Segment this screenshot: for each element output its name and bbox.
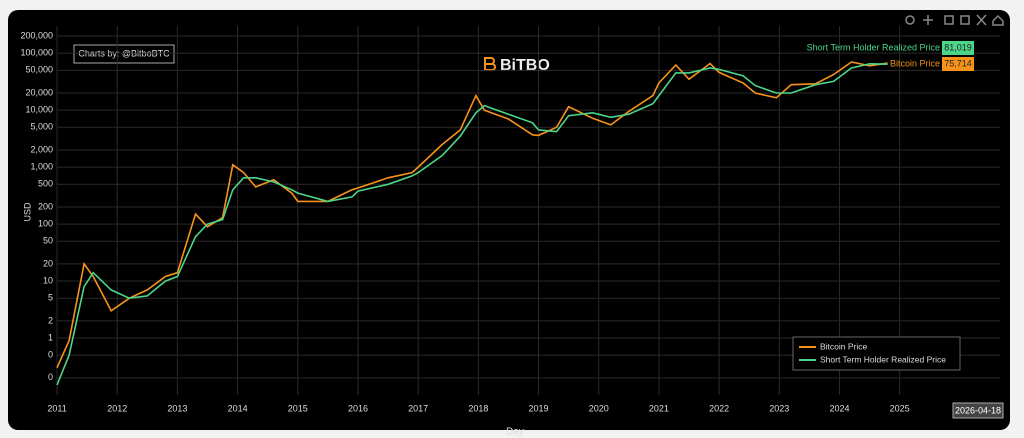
chart-panel [8,10,1010,430]
end-series-name: Bitcoin Price [890,58,940,68]
hover-date: 2026-04-18 [955,405,1001,415]
legend-label: Bitcoin Price [820,341,868,351]
series-line [56,62,888,386]
toolbar [905,14,1004,26]
x-tick-label: 2023 [769,403,789,413]
logo: BiTBO [500,57,550,74]
x-tick-label: 2017 [408,403,428,413]
y-tick-label: 5,000 [30,122,53,132]
x-tick-label: 2016 [348,403,368,413]
y-tick-label: 10,000 [25,105,53,115]
y-tick-label: 0 [48,350,53,360]
y-tick-label: 100 [38,218,53,228]
hover-date-box [952,402,1004,419]
y-tick-label: 20 [43,258,53,268]
legend-label: Short Term Holder Realized Price [820,354,946,364]
y-tick-label: 50,000 [25,65,53,75]
y-tick-label: 5 [48,293,53,303]
credit-box [73,44,175,64]
x-tick-label: 2014 [228,403,248,413]
y-tick-label: 2,000 [30,144,53,154]
end-label: 75,714 [944,58,972,68]
x-tick-label: 2011 [47,403,66,413]
y-tick-label: 1 [48,332,53,342]
end-series-name: Short Term Holder Realized Price [807,42,940,52]
y-tick-label: 0 [48,372,53,382]
y-tick-label: 100,000 [20,48,53,58]
y-tick-label: 20,000 [25,87,53,97]
home-icon[interactable] [992,14,1004,26]
x-axis-label: Day [506,427,524,438]
x-tick-label: 2025 [890,403,910,413]
y-tick-label: 50 [43,236,53,246]
y-tick-label: 200 [38,201,53,211]
end-label-box [942,41,974,55]
x-tick-label: 2019 [529,403,549,413]
x-tick-label: 2021 [649,403,669,413]
x-tick-label: 2024 [829,403,849,413]
series-line [56,61,888,369]
zoom-out-icon[interactable] [960,15,970,25]
x-tick-label: 2018 [468,403,488,413]
y-tick-label: 2 [48,315,53,325]
end-label: 81,019 [944,42,972,52]
x-tick-label: 2020 [589,403,609,413]
legend-box [792,336,961,371]
y-tick-label: 1,000 [30,161,53,171]
zoom-in-icon[interactable] [944,15,954,25]
x-tick-label: 2022 [709,403,729,413]
x-tick-label: 2012 [107,403,127,413]
x-tick-label: 2013 [167,403,187,413]
end-label-box [942,57,974,71]
y-tick-label: 500 [38,179,53,189]
zoom-icon[interactable] [905,15,915,25]
y-axis-label: USD [22,202,32,222]
autoscale-icon[interactable] [976,14,987,26]
x-tick-label: 2015 [288,403,308,413]
y-tick-label: 200,000 [20,30,53,40]
y-tick-label: 10 [43,275,53,285]
pan-icon[interactable] [923,15,933,25]
